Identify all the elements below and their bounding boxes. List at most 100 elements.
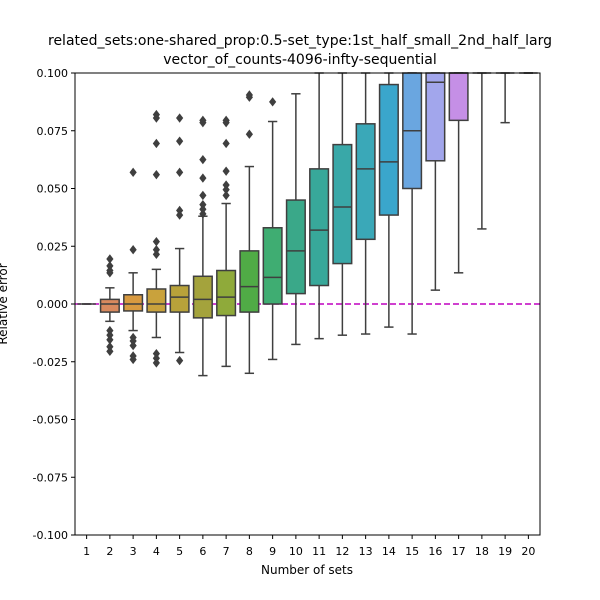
flier-7-3 (222, 166, 230, 176)
flier-8-2 (245, 129, 253, 139)
flier-2-8 (106, 346, 114, 357)
flier-4-6 (152, 249, 160, 260)
x-tick-label-9: 9 (269, 545, 276, 558)
box-4 (146, 109, 167, 368)
x-tick-label-8: 8 (246, 545, 253, 558)
x-tick-label-18: 18 (475, 545, 489, 558)
box-13 (355, 72, 376, 335)
x-tick-label-15: 15 (405, 545, 419, 558)
flier-6-1 (199, 117, 207, 128)
flier-4-4 (152, 236, 160, 247)
flier-4-9 (152, 358, 160, 368)
box-6 (192, 115, 213, 377)
x-tick-label-20: 20 (521, 545, 535, 558)
flier-3-6 (129, 354, 137, 365)
flier-7-2 (222, 138, 230, 149)
chart-title-line-1: related_sets:one-shared_prop:0.5-set_typ… (48, 33, 552, 49)
flier-3-1 (129, 245, 137, 255)
y-axis: -0.100 -0.075 -0.050 -0.025 0.000 0.025 0.050 0… (33, 67, 75, 542)
box-body-7 (216, 269, 237, 317)
x-tick-label-7: 7 (223, 545, 230, 558)
flier-7-5 (222, 184, 230, 195)
chart-title-line-2: vector_of_counts-4096-infty-sequential (163, 52, 436, 68)
y-tick-label-2: -0.050 (33, 414, 68, 427)
x-axis: 1 2 3 4 5 6 7 8 9 10 11 12 13 14 15 16 17 18 19 20 (83, 535, 535, 558)
x-tick-label-13: 13 (359, 545, 373, 558)
box-10 (285, 93, 306, 346)
box-14 (378, 72, 399, 328)
y-tick-label-3: -0.025 (33, 356, 68, 369)
flier-5-4 (176, 210, 184, 220)
flier-6-4 (199, 190, 207, 201)
box-body-12 (332, 143, 353, 265)
box-9 (262, 97, 283, 361)
flier-7-1 (222, 117, 230, 128)
x-tick-label-4: 4 (153, 545, 160, 558)
x-tick-label-12: 12 (335, 545, 349, 558)
flier-3-0 (129, 167, 137, 178)
x-tick-label-11: 11 (312, 545, 326, 558)
y-tick-label-1: -0.075 (33, 471, 68, 484)
flier-2-6 (106, 335, 114, 345)
box-body-5 (169, 284, 190, 313)
flier-5-5 (176, 355, 184, 366)
box-8 (239, 90, 260, 375)
flier-6-3 (199, 173, 207, 183)
box-body-17 (448, 72, 469, 122)
flier-8-1 (245, 92, 253, 102)
flier-4-2 (152, 138, 160, 149)
flier-6-7 (199, 209, 207, 219)
y-tick-label-0: -0.100 (33, 529, 68, 542)
box-body-14 (378, 83, 399, 216)
x-tick-label-17: 17 (452, 545, 466, 558)
box-body-10 (285, 199, 306, 295)
plot-area (75, 72, 540, 377)
box-body-13 (355, 123, 376, 241)
flier-2-0 (106, 254, 114, 264)
x-tick-label-5: 5 (176, 545, 183, 558)
flier-4-3 (152, 169, 160, 180)
y-tick-label-5: 0.025 (37, 240, 69, 253)
box-7 (216, 115, 237, 368)
box-body-16 (425, 72, 446, 162)
box-19 (495, 72, 515, 124)
flier-9-0 (269, 97, 277, 107)
box-body-3 (123, 294, 144, 312)
box-15 (402, 72, 423, 335)
y-tick-label-7: 0.075 (37, 125, 69, 138)
y-tick-label-4: 0.000 (37, 298, 69, 311)
flier-5-0 (176, 113, 184, 123)
box-body-2 (99, 298, 120, 313)
x-tick-label-2: 2 (106, 545, 113, 558)
y-tick-label-6: 0.050 (37, 183, 69, 196)
plot-frame (74, 72, 541, 536)
flier-4-1 (152, 113, 160, 123)
x-axis-label: Number of sets (261, 563, 353, 577)
x-tick-label-6: 6 (199, 545, 206, 558)
box-5 (169, 113, 190, 366)
box-16 (425, 72, 446, 291)
x-tick-label-19: 19 (498, 545, 512, 558)
flier-5-1 (176, 136, 184, 146)
box-body-6 (192, 275, 213, 319)
y-tick-label-8: 0.100 (37, 67, 69, 80)
box-18 (472, 72, 492, 230)
x-tick-label-10: 10 (289, 545, 303, 558)
flier-3-4 (129, 340, 137, 351)
x-tick-label-14: 14 (382, 545, 396, 558)
box-body-8 (239, 250, 260, 313)
x-tick-label-3: 3 (130, 545, 137, 558)
box-body-11 (309, 168, 330, 287)
flier-2-3 (106, 268, 114, 278)
flier-7-6 (222, 190, 230, 201)
box-17 (448, 72, 469, 274)
box-12 (332, 72, 353, 336)
box-body-9 (262, 227, 283, 305)
flier-6-2 (199, 154, 207, 165)
box-body-4 (146, 288, 167, 313)
x-tick-label-16: 16 (428, 545, 442, 558)
box-3 (123, 167, 144, 365)
flier-5-2 (176, 167, 184, 178)
y-axis-label: Relative error (0, 263, 10, 344)
